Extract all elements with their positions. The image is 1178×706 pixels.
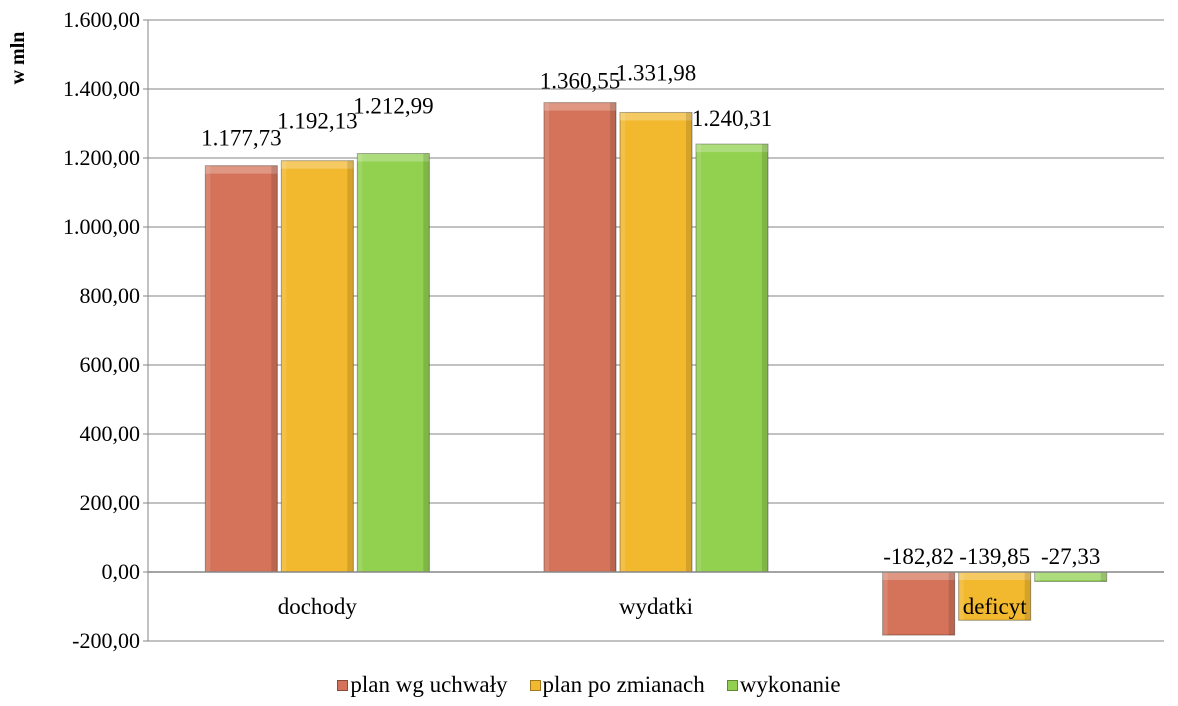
y-tick-label: 1.000,00 [63,214,140,239]
x-tick-label: wydatki [619,594,693,619]
legend-label: plan po zmianach [542,672,705,697]
bar-body [356,153,430,573]
bar-bevel-right [347,160,354,572]
data-labels: dochody wydatki deficyt1.177,731.192,131.2… [201,60,1100,619]
data-label: 1.360,55 [540,69,621,94]
y-tick-label: -200,00 [72,628,140,653]
data-label: -182,82 [883,544,954,569]
bar [356,153,430,573]
bar [1034,571,1108,582]
bar-bevel-right [423,153,430,573]
legend-label: plan wg uchwały [350,672,508,697]
legend-item-wykonanie: wykonanie [726,672,841,698]
bar-bevel-left [620,112,625,572]
bar [543,102,617,573]
bar-bevel-left [1034,572,1040,582]
bar-body [543,102,617,573]
bar-bevel-left [357,153,363,573]
bar-bevel-left [696,144,701,572]
data-label: 1.212,99 [353,94,434,119]
bar [280,160,354,573]
legend-item-plan-po-zmianach: plan po zmianach [529,672,705,698]
bar-body [958,571,1032,621]
data-label: 1.331,98 [616,60,697,85]
x-tick-label: dochody [278,594,358,619]
bar-bevel-top [696,144,768,153]
bar [695,143,769,573]
bar-bevel-left [882,572,888,636]
bar-body [204,165,278,573]
axes: -200,00 0,00 200,00 400,00 600,00 800,00 1.000… [63,7,1164,653]
legend-label: wykonanie [739,672,841,697]
bar [204,165,278,573]
bar-bevel-top [357,153,430,162]
y-tick-label: 1.600,00 [63,7,140,32]
bar-bevel-right [762,144,768,572]
bar-bevel-top [958,572,1031,580]
bar-bevel-top [205,165,278,174]
y-tick-label: 800,00 [80,283,141,308]
bar-bevel-top [281,160,354,169]
bar-bevel-top [620,112,692,121]
bar-bevel-top [1034,572,1107,580]
data-label: 1.192,13 [277,109,358,134]
bar-bevel-right [686,112,692,572]
y-tick-label: 200,00 [80,490,141,515]
x-tick-label: deficyt [963,594,1027,619]
bar-bevel-right [271,165,278,572]
data-label: -139,85 [959,544,1030,569]
y-tick-label: 1.200,00 [63,145,140,170]
data-label: 1.177,73 [201,126,282,151]
bar-bevel-left [205,165,211,572]
legend-swatch [337,679,349,691]
legend: plan wg uchwały plan po zmianach wykonan… [0,672,1178,698]
bar-bevel-right [1024,572,1031,621]
data-label: -27,33 [1041,544,1100,569]
bar-body [882,571,956,636]
legend-item-plan-wg-uchwaly: plan wg uchwały [337,672,508,698]
bar-bevel-right [610,102,616,572]
bar-bevel-top [544,102,616,111]
bar-body [280,160,354,573]
bar [619,111,693,573]
bar-bevel-right [948,572,955,636]
bar-bevel-right [1100,572,1107,582]
legend-swatch [529,679,541,691]
bar [882,571,956,636]
y-tick-label: 0,00 [102,559,141,584]
bars [204,102,1108,636]
legend-swatch [726,679,738,691]
y-axis-title: w mln [7,32,29,85]
data-label: 1.240,31 [692,106,773,131]
bar [958,571,1032,621]
y-tick-label: 1.400,00 [63,76,140,101]
bar-bevel-left [281,160,287,572]
y-tick-label: 400,00 [80,421,141,446]
bar-body [695,143,769,573]
bar-bevel-top [882,572,955,580]
bar-body [619,111,693,573]
bar-bevel-left [958,572,964,621]
bar-bevel-left [544,102,549,572]
y-tick-label: 600,00 [80,352,141,377]
